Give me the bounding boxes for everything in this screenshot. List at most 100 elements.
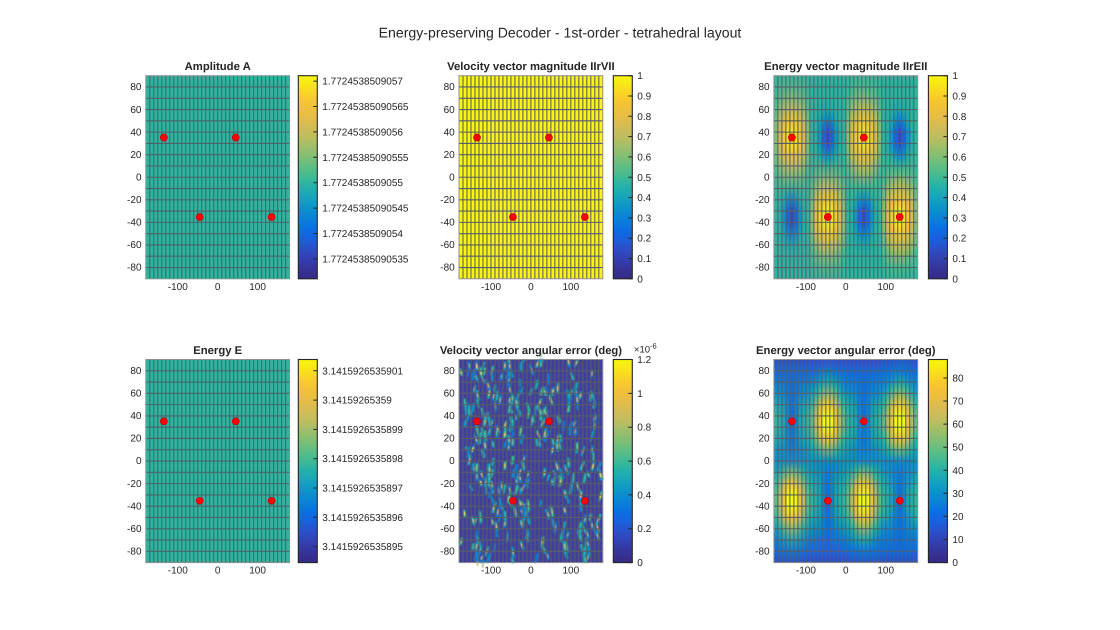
svg-text:40: 40	[444, 411, 456, 422]
svg-text:0: 0	[637, 274, 643, 285]
svg-text:3.1415926535901: 3.1415926535901	[322, 366, 403, 377]
svg-text:0: 0	[449, 456, 455, 467]
svg-text:1: 1	[952, 71, 958, 82]
svg-text:-80: -80	[755, 547, 770, 558]
svg-text:0: 0	[843, 566, 849, 577]
svg-text:0: 0	[764, 456, 770, 467]
svg-text:-100: -100	[481, 282, 501, 293]
svg-text:40: 40	[758, 411, 770, 422]
svg-text:40: 40	[130, 411, 142, 422]
svg-text:-60: -60	[127, 240, 142, 251]
svg-text:60: 60	[130, 389, 142, 400]
svg-text:0.4: 0.4	[637, 490, 651, 501]
svg-text:0.2: 0.2	[637, 524, 651, 535]
svg-text:0.6: 0.6	[637, 152, 651, 163]
svg-text:50: 50	[952, 443, 964, 454]
svg-text:0.4: 0.4	[952, 193, 966, 204]
svg-text:0.9: 0.9	[637, 92, 651, 103]
svg-text:-80: -80	[440, 263, 455, 274]
svg-text:0: 0	[843, 282, 849, 293]
svg-text:1.7724538509054: 1.7724538509054	[322, 229, 403, 240]
svg-text:0: 0	[952, 274, 958, 285]
svg-text:40: 40	[130, 127, 142, 138]
svg-text:-40: -40	[755, 218, 770, 229]
svg-text:0.1: 0.1	[637, 254, 651, 265]
svg-text:3.1415926535899: 3.1415926535899	[322, 425, 403, 436]
svg-text:1.77245385090535: 1.77245385090535	[322, 254, 409, 265]
svg-text:-100: -100	[796, 566, 816, 577]
svg-text:40: 40	[758, 127, 770, 138]
svg-text:-80: -80	[127, 263, 142, 274]
svg-text:-100: -100	[796, 282, 816, 293]
svg-text:60: 60	[758, 389, 770, 400]
svg-text:0.6: 0.6	[952, 152, 966, 163]
svg-text:-60: -60	[440, 524, 455, 535]
svg-text:1.7724538509057: 1.7724538509057	[322, 77, 403, 88]
svg-text:10: 10	[952, 535, 964, 546]
svg-text:0.3: 0.3	[952, 213, 966, 224]
svg-text:0.5: 0.5	[637, 173, 651, 184]
svg-text:0: 0	[136, 456, 142, 467]
svg-text:0.8: 0.8	[637, 112, 651, 123]
svg-text:1.77245385090565: 1.77245385090565	[322, 102, 409, 113]
svg-text:0.8: 0.8	[952, 112, 966, 123]
svg-text:-20: -20	[755, 479, 770, 490]
svg-text:0: 0	[637, 558, 643, 569]
svg-text:20: 20	[444, 434, 456, 445]
svg-text:3.1415926535897: 3.1415926535897	[322, 484, 403, 495]
svg-text:1.7724538509056: 1.7724538509056	[322, 127, 403, 138]
svg-text:3.1415926535895: 3.1415926535895	[322, 542, 403, 553]
svg-text:-100: -100	[481, 566, 501, 577]
svg-text:-40: -40	[755, 501, 770, 512]
svg-text:0: 0	[449, 172, 455, 183]
svg-text:100: 100	[562, 566, 579, 577]
svg-text:-80: -80	[440, 547, 455, 558]
svg-text:-60: -60	[127, 524, 142, 535]
svg-text:60: 60	[758, 105, 770, 116]
svg-text:0: 0	[136, 172, 142, 183]
svg-text:Energy-preserving Decoder - 1s: Energy-preserving Decoder - 1st-order - …	[379, 25, 742, 41]
svg-text:Velocity vector angular error: Velocity vector angular error (deg)	[440, 345, 622, 357]
svg-text:-20: -20	[127, 195, 142, 206]
svg-text:20: 20	[758, 150, 770, 161]
svg-text:0: 0	[528, 566, 534, 577]
svg-text:0: 0	[215, 566, 221, 577]
svg-text:1: 1	[637, 389, 643, 400]
svg-text:20: 20	[952, 512, 964, 523]
svg-text:80: 80	[758, 82, 770, 93]
svg-text:-40: -40	[440, 218, 455, 229]
svg-text:100: 100	[562, 282, 579, 293]
svg-text:-20: -20	[440, 479, 455, 490]
svg-text:20: 20	[758, 434, 770, 445]
svg-text:20: 20	[130, 150, 142, 161]
svg-text:80: 80	[130, 82, 142, 93]
svg-text:0.3: 0.3	[637, 213, 651, 224]
svg-text:40: 40	[952, 466, 964, 477]
svg-text:-60: -60	[755, 240, 770, 251]
svg-text:80: 80	[758, 366, 770, 377]
svg-text:-80: -80	[755, 263, 770, 274]
svg-text:-20: -20	[755, 195, 770, 206]
svg-text:-100: -100	[168, 282, 188, 293]
svg-text:80: 80	[444, 82, 456, 93]
svg-text:-40: -40	[127, 501, 142, 512]
svg-text:-80: -80	[127, 547, 142, 558]
svg-text:0.5: 0.5	[952, 173, 966, 184]
svg-text:0.1: 0.1	[952, 254, 966, 265]
svg-text:Velocity vector magnitude IIrV: Velocity vector magnitude IIrVII	[447, 61, 615, 73]
svg-text:-20: -20	[127, 479, 142, 490]
svg-text:1.2: 1.2	[637, 355, 651, 366]
svg-text:3.1415926535896: 3.1415926535896	[322, 513, 403, 524]
svg-text:70: 70	[952, 397, 964, 408]
svg-text:0.2: 0.2	[952, 234, 966, 245]
svg-text:60: 60	[952, 420, 964, 431]
svg-text:100: 100	[249, 282, 266, 293]
svg-text:20: 20	[130, 434, 142, 445]
svg-text:80: 80	[130, 366, 142, 377]
svg-text:3.1415926535898: 3.1415926535898	[322, 454, 403, 465]
svg-text:-60: -60	[755, 524, 770, 535]
svg-text:0.7: 0.7	[637, 132, 651, 143]
svg-text:80: 80	[444, 366, 456, 377]
svg-text:0: 0	[528, 282, 534, 293]
svg-text:100: 100	[877, 566, 894, 577]
